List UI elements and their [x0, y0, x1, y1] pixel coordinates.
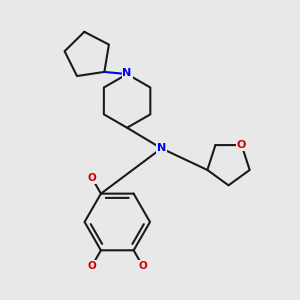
- Text: O: O: [88, 261, 96, 271]
- Text: N: N: [157, 143, 166, 153]
- Text: N: N: [122, 68, 132, 78]
- Text: O: O: [138, 261, 147, 271]
- Text: O: O: [237, 140, 246, 150]
- Text: O: O: [88, 173, 96, 183]
